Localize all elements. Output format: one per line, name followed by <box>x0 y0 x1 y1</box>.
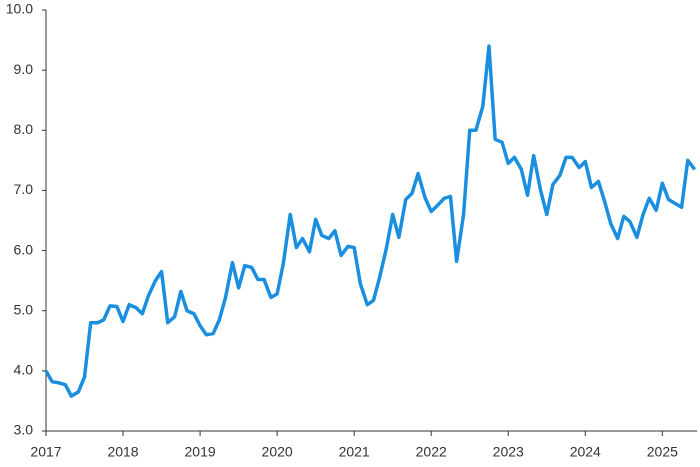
x-tick-label: 2024 <box>570 444 601 460</box>
y-tick-label: 4.0 <box>14 362 34 378</box>
y-tick-label: 9.0 <box>14 61 34 77</box>
y-tick-label: 3.0 <box>14 422 34 438</box>
x-tick-label: 2023 <box>493 444 524 460</box>
x-tick-label: 2021 <box>339 444 370 460</box>
x-tick-label: 2022 <box>416 444 447 460</box>
y-tick-label: 8.0 <box>14 121 34 137</box>
x-tick-label: 2019 <box>185 444 216 460</box>
x-tick-label: 2018 <box>107 444 138 460</box>
x-tick-label: 2025 <box>647 444 678 460</box>
y-tick-label: 5.0 <box>14 301 34 317</box>
y-tick-label: 7.0 <box>14 181 34 197</box>
x-tick-label: 2017 <box>30 444 61 460</box>
y-tick-label: 6.0 <box>14 241 34 257</box>
y-tick-label: 10.0 <box>6 1 33 17</box>
data-line <box>44 44 697 398</box>
x-tick-label: 2020 <box>262 444 293 460</box>
